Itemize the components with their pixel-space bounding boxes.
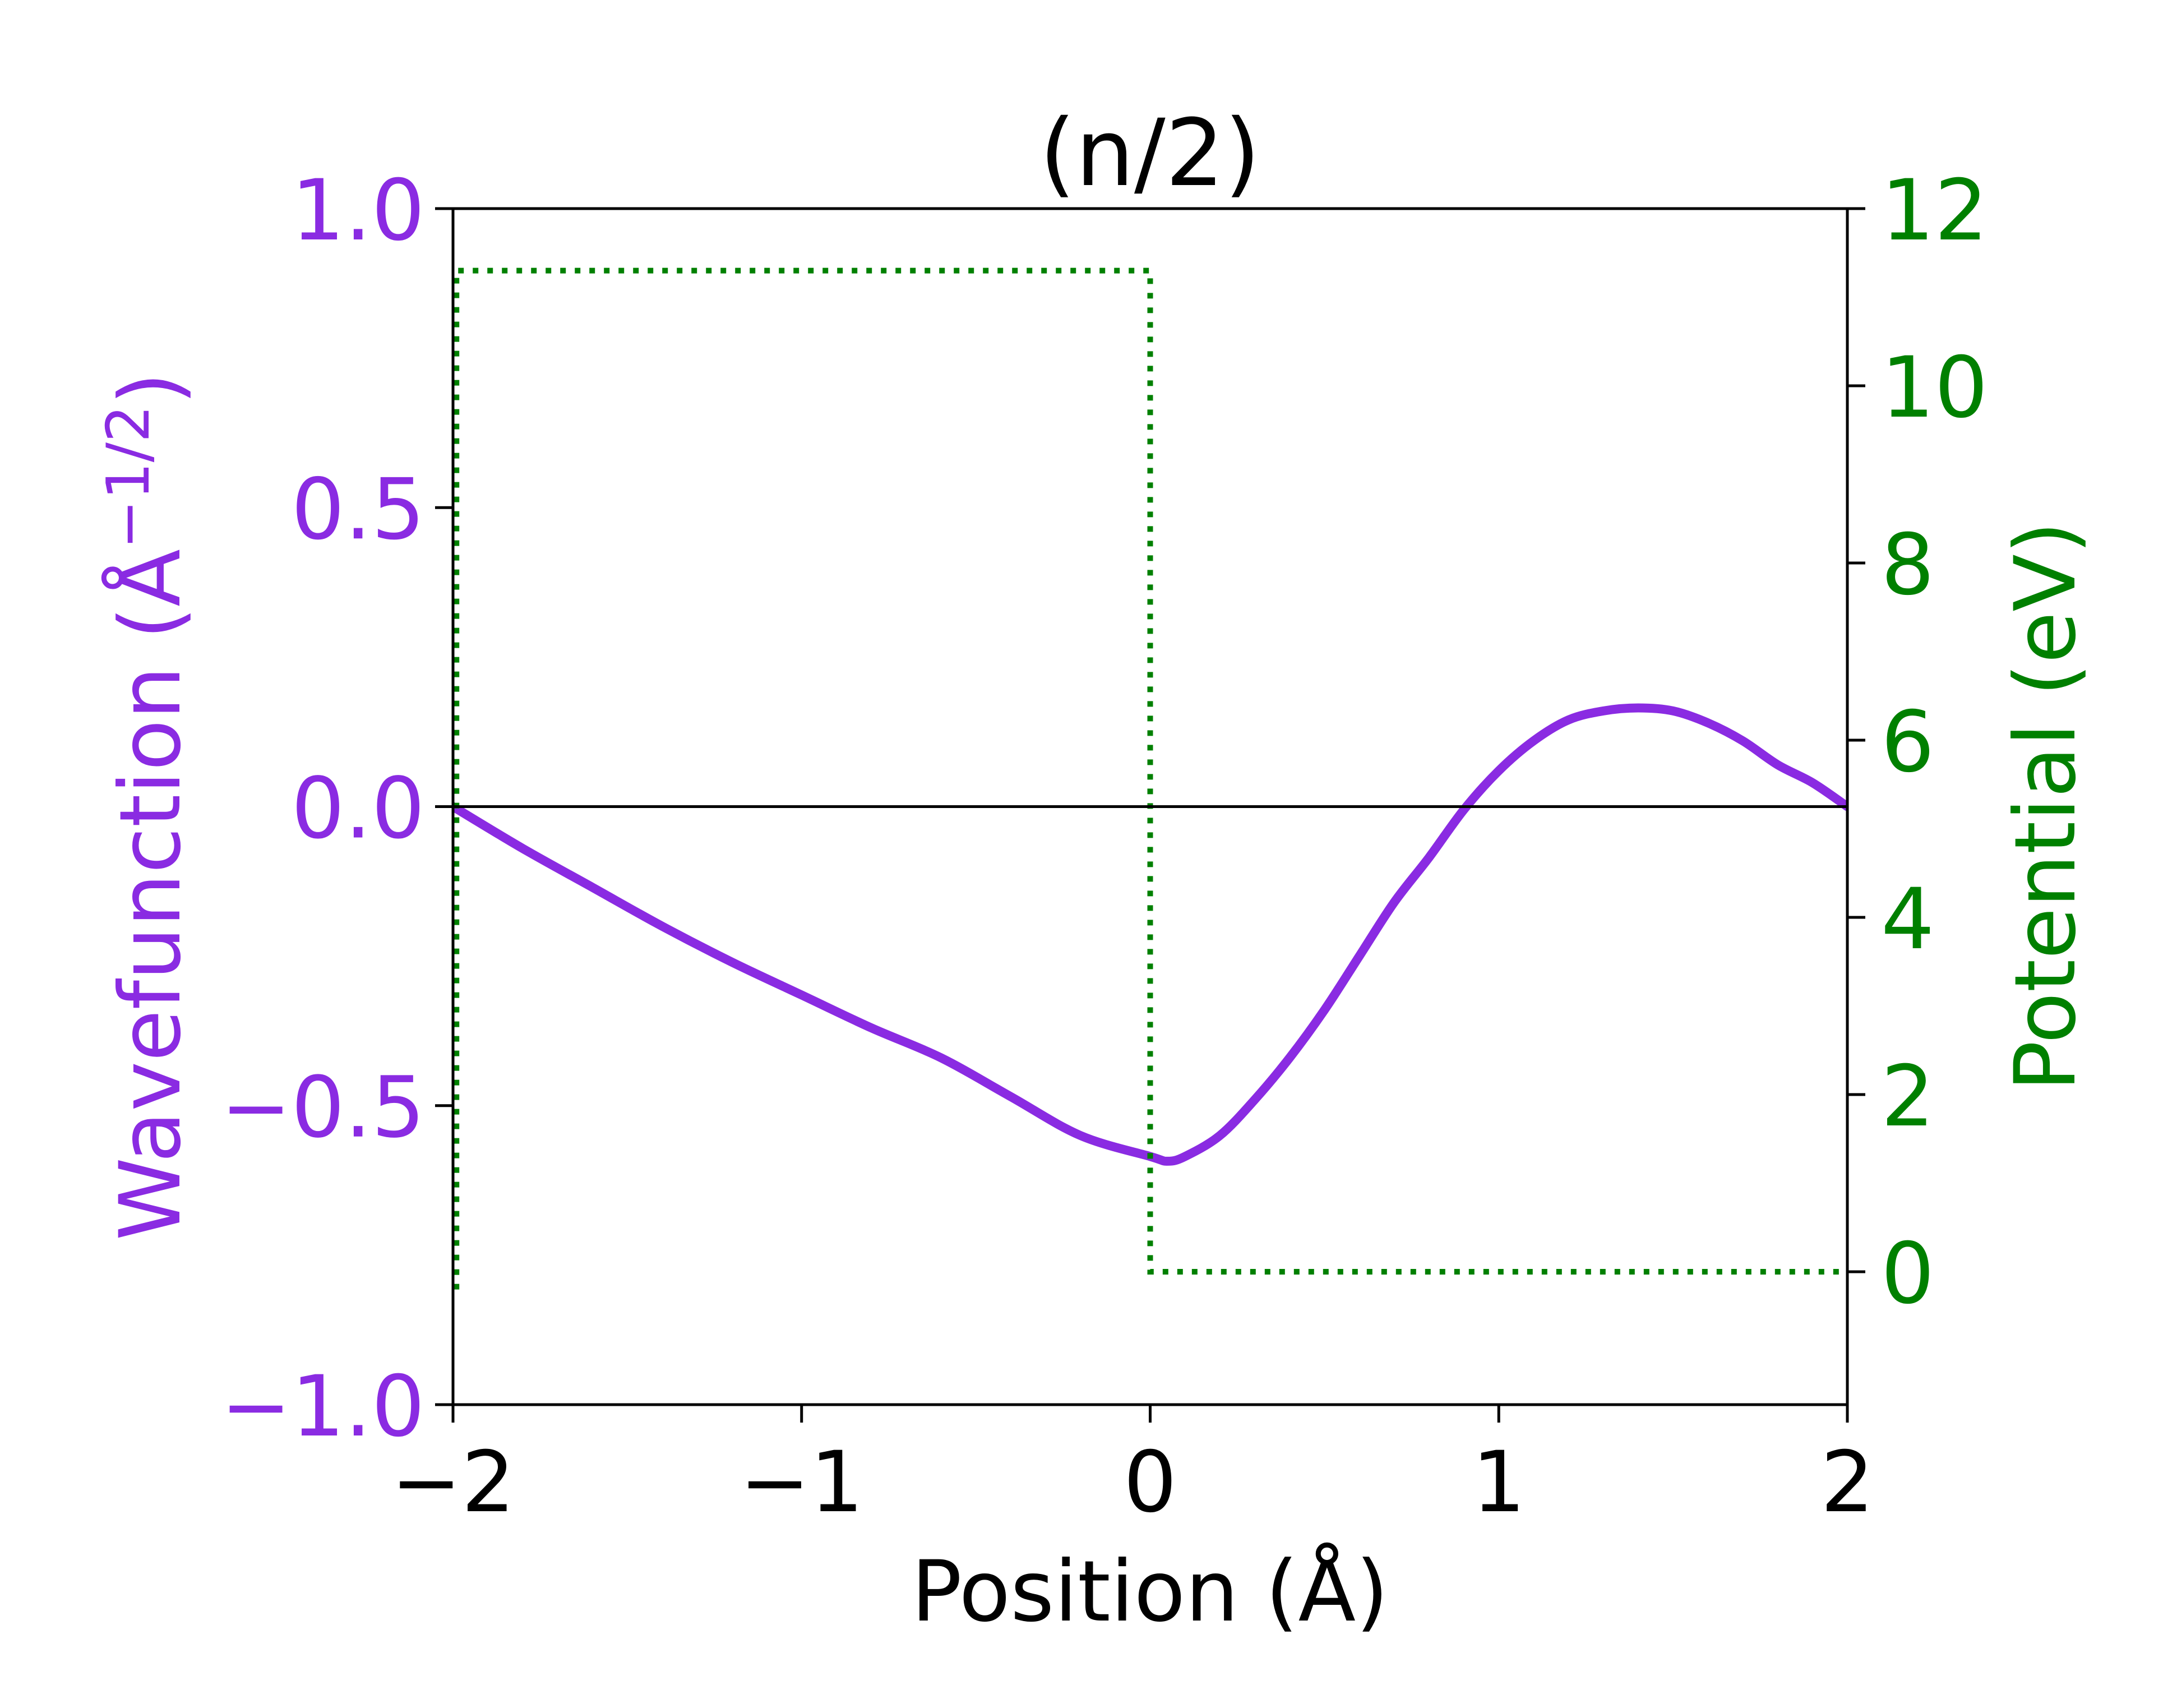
y-left-axis-label-close: ) bbox=[102, 372, 200, 405]
y-left-axis-label-main: Wavefunction (Å bbox=[101, 549, 200, 1240]
y-left-axis-ticks: −1.0 −0.5 0.0 0.5 1.0 bbox=[221, 162, 453, 1456]
x-tick-label: 0 bbox=[1124, 1434, 1177, 1531]
y-left-tick-label: 0.0 bbox=[291, 760, 425, 858]
y-left-tick-label: −0.5 bbox=[221, 1059, 425, 1157]
y-left-tick-label: −1.0 bbox=[221, 1358, 425, 1456]
x-tick-label: 2 bbox=[1820, 1434, 1874, 1531]
x-tick-label: −1 bbox=[740, 1434, 863, 1531]
y-left-tick-label: 1.0 bbox=[291, 162, 425, 260]
series-layer bbox=[453, 267, 1847, 1290]
x-tick-label: 1 bbox=[1472, 1434, 1526, 1531]
x-axis-label: Position (Å) bbox=[911, 1543, 1388, 1641]
y-right-tick-label: 4 bbox=[1881, 871, 1934, 968]
y-right-tick-label: 10 bbox=[1881, 339, 1988, 437]
y-left-tick-label: 0.5 bbox=[291, 461, 425, 558]
wavefunction-line bbox=[453, 703, 1847, 1166]
y-right-axis-label: Potential (eV) bbox=[1997, 521, 2095, 1092]
x-axis-ticks: −2 −1 0 1 2 bbox=[391, 1405, 1874, 1531]
y-right-tick-label: 2 bbox=[1881, 1048, 1934, 1146]
y-right-tick-label: 8 bbox=[1881, 516, 1934, 614]
y-left-axis-label: Wavefunction (Å−1/2) bbox=[94, 372, 200, 1241]
y-right-tick-label: 6 bbox=[1881, 694, 1934, 791]
plot-area bbox=[453, 267, 1847, 1290]
x-tick-label: −2 bbox=[391, 1434, 515, 1531]
y-right-tick-label: 0 bbox=[1881, 1225, 1934, 1323]
potential-line bbox=[454, 267, 1847, 1290]
y-left-axis-label-exponent: −1/2 bbox=[94, 405, 163, 549]
chart-title: (n/2) bbox=[1039, 99, 1260, 207]
y-right-axis-ticks: 0 2 4 6 8 10 12 bbox=[1847, 162, 1988, 1323]
y-right-tick-label: 12 bbox=[1881, 162, 1988, 260]
